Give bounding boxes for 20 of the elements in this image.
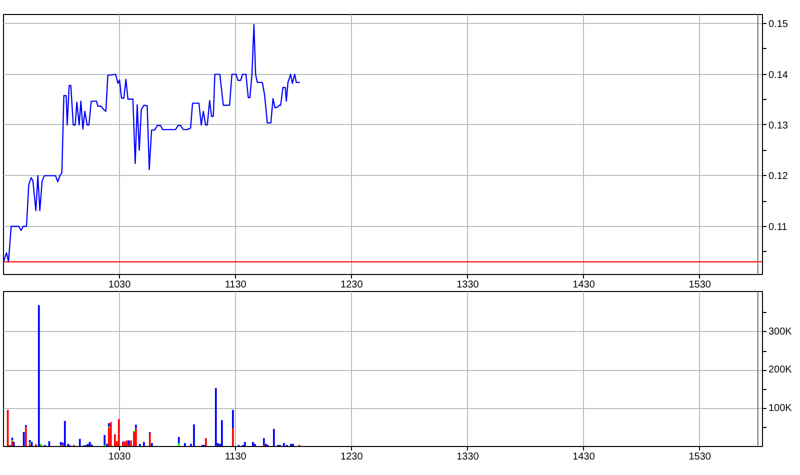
x-tick-label: 1530 [688,452,712,462]
x-tick-label: 1230 [340,280,364,290]
x-tick-label: 1430 [572,452,596,462]
x-tick-label: 1330 [456,280,480,290]
x-tick-label: 1030 [108,452,132,462]
y-tick-label: 300K [768,326,792,338]
y-tick-label: 0.14 [768,70,788,81]
x-tick-label: 1530 [688,280,712,290]
y-tick-label: 200K [768,364,792,376]
x-tick-label: 1130 [224,452,247,462]
x-tick-label: 1230 [340,452,364,462]
y-tick-label: 0.11 [768,222,788,233]
y-tick-label: 0.12 [768,171,788,182]
y-tick-label: 100K [768,402,792,414]
x-tick-label: 1030 [108,280,132,290]
x-tick-label: 1330 [456,452,480,462]
y-tick-label: 0.13 [768,120,788,132]
x-tick-label: 1430 [572,280,596,290]
x-tick-label: 1130 [224,280,247,290]
y-tick-label: 0.15 [768,19,788,30]
